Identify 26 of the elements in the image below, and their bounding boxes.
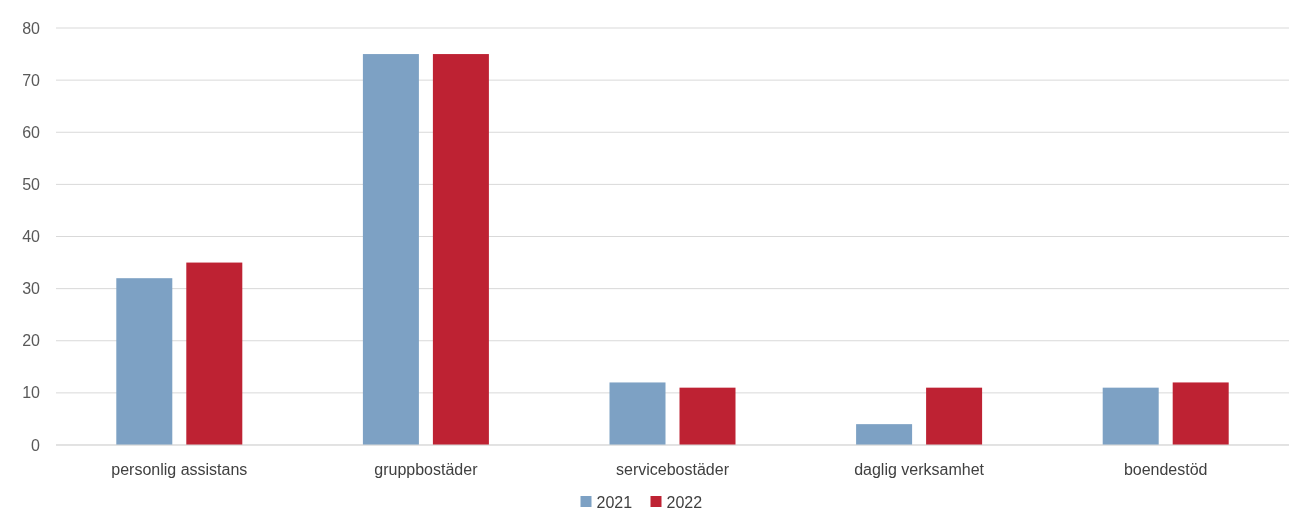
bar: [926, 387, 983, 445]
y-tick-label: 80: [22, 19, 41, 37]
bar: [432, 54, 489, 445]
x-tick-label: boendestöd: [1123, 461, 1208, 478]
y-tick-label: 50: [22, 175, 41, 193]
x-tick-label: gruppbostäder: [374, 461, 479, 478]
legend-label: 2022: [666, 493, 703, 511]
x-tick-label: servicebostäder: [616, 461, 730, 478]
bar: [1172, 382, 1229, 445]
y-tick-label: 0: [31, 436, 41, 454]
legend-label: 2021: [596, 493, 633, 511]
y-tick-label: 40: [22, 228, 41, 246]
bar: [362, 54, 419, 445]
y-tick-label: 10: [22, 384, 41, 402]
bar: [116, 278, 173, 445]
y-tick-label: 60: [22, 123, 41, 141]
x-tick-label: daglig verksamhet: [854, 461, 985, 478]
bar: [1102, 387, 1159, 445]
y-tick-label: 70: [22, 71, 41, 89]
bar: [679, 387, 736, 445]
x-tick-label: personlig assistans: [111, 461, 248, 478]
bar: [186, 262, 243, 445]
y-tick-label: 20: [22, 332, 41, 350]
y-tick-label: 30: [22, 280, 41, 298]
bar: [856, 424, 913, 445]
bar: [609, 382, 666, 445]
